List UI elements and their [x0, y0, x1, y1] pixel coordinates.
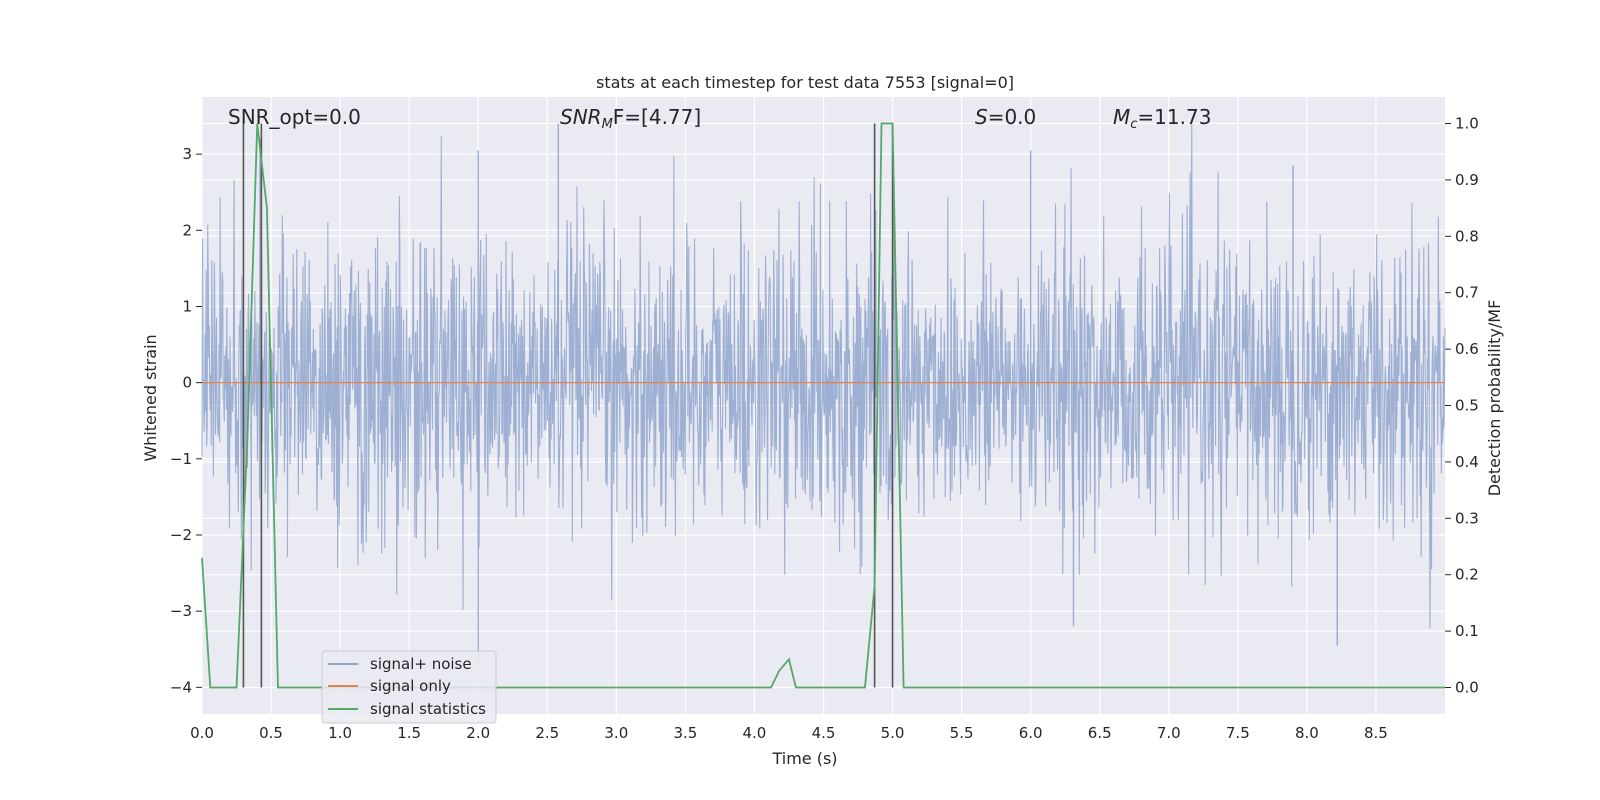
y-right-tick-label: 0.4 [1455, 453, 1479, 471]
y-right-tick-label: 0.1 [1455, 622, 1479, 640]
snr-opt-annotation: SNR_opt=0.0 [228, 105, 361, 129]
x-tick-label: 2.0 [466, 724, 490, 742]
x-tick-label: 2.5 [535, 724, 559, 742]
legend-label-signal-noise: signal+ noise [370, 655, 472, 673]
x-tick-label: 5.0 [881, 724, 905, 742]
snr-mf-annotation: SNRMF=[4.77] [560, 105, 701, 132]
signal-statistics-series [201, 122, 1445, 689]
chart-title: stats at each timestep for test data 755… [596, 73, 1014, 92]
x-tick-label: 6.5 [1088, 724, 1112, 742]
signal-noise-trace [201, 119, 1446, 629]
y-left-tick-label: −2 [170, 526, 192, 544]
y-left-tick-label: −4 [170, 678, 192, 696]
signal-noise-series [201, 119, 1446, 665]
y-right-tick-label: 0.2 [1455, 566, 1479, 584]
legend: signal+ noise signal only signal statist… [321, 650, 497, 724]
y-left-tick-label: 1 [182, 297, 192, 315]
y-left-tick-label: −1 [170, 450, 192, 468]
legend-label-signal-only: signal only [370, 677, 451, 695]
y-left-tick-label: 3 [182, 145, 192, 163]
x-tick-label: 0.0 [190, 724, 214, 742]
x-tick-label: 1.5 [397, 724, 421, 742]
legend-label-signal-statistics: signal statistics [370, 700, 486, 718]
s-annotation: S=0.0 [975, 105, 1036, 129]
x-tick-label: 7.5 [1226, 724, 1250, 742]
y-axis-label-left: Whitened strain [141, 334, 160, 461]
y-right-tick-label: 0.6 [1455, 340, 1479, 358]
y-right-tick-label: 0.3 [1455, 509, 1479, 527]
x-tick-label: 5.5 [950, 724, 974, 742]
x-tick-label: 3.0 [604, 724, 628, 742]
x-tick-label: 7.0 [1157, 724, 1181, 742]
x-axis-label: Time (s) [771, 749, 837, 768]
y-right-tick-label: 0.7 [1455, 284, 1479, 302]
x-tick-label: 3.5 [673, 724, 697, 742]
x-tick-label: 8.0 [1295, 724, 1319, 742]
y-left-tick-label: 0 [182, 374, 192, 392]
x-tick-label: 0.5 [259, 724, 283, 742]
x-tick-label: 8.5 [1364, 724, 1388, 742]
y-left-tick-label: −3 [170, 602, 192, 620]
y-left-tick-label: 2 [182, 221, 192, 239]
axis-ticks: 0.0 0.5 1.0 1.5 2.0 2.5 3.0 3.5 4.0 4.5 5.0 5.5 6.0 6… [170, 115, 1479, 742]
x-tick-label: 4.0 [743, 724, 767, 742]
x-tick-label: 6.0 [1019, 724, 1043, 742]
x-tick-label: 1.0 [328, 724, 352, 742]
y-right-tick-label: 0.5 [1455, 397, 1479, 415]
x-tick-label: 4.5 [812, 724, 836, 742]
y-right-tick-label: 0.0 [1455, 678, 1479, 696]
y-right-tick-label: 0.9 [1455, 171, 1479, 189]
signal-statistics-line [201, 122, 1445, 689]
y-right-tick-label: 0.8 [1455, 227, 1479, 245]
mc-annotation: Mc=11.73 [1113, 105, 1211, 132]
y-axis-label-right: Detection probability/MF [1485, 300, 1504, 497]
y-right-tick-label: 1.0 [1455, 115, 1479, 133]
